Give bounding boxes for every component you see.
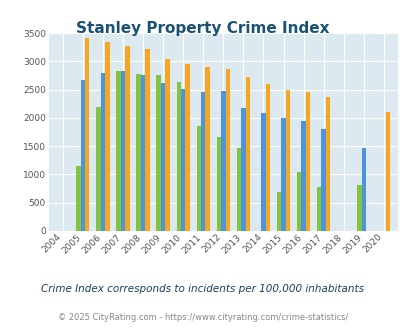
Bar <box>301 121 305 231</box>
Bar <box>176 82 181 231</box>
Bar <box>125 46 129 231</box>
Bar <box>145 50 149 231</box>
Bar <box>265 84 269 231</box>
Bar <box>241 108 245 231</box>
Bar <box>96 107 100 231</box>
Bar <box>221 91 225 231</box>
Bar <box>285 90 290 231</box>
Bar <box>225 69 229 231</box>
Bar <box>120 71 125 231</box>
Bar <box>260 113 265 231</box>
Bar <box>165 59 169 231</box>
Bar <box>305 92 309 231</box>
Text: Crime Index corresponds to incidents per 100,000 inhabitants: Crime Index corresponds to incidents per… <box>41 284 364 294</box>
Bar <box>385 112 390 231</box>
Bar <box>296 172 301 231</box>
Bar <box>281 118 285 231</box>
Bar <box>100 73 105 231</box>
Bar <box>196 126 200 231</box>
Text: Stanley Property Crime Index: Stanley Property Crime Index <box>76 21 329 36</box>
Bar <box>316 187 321 231</box>
Bar <box>236 148 241 231</box>
Bar <box>321 129 325 231</box>
Bar <box>361 148 365 231</box>
Bar <box>245 77 249 231</box>
Bar <box>105 42 109 231</box>
Bar <box>76 166 81 231</box>
Bar <box>325 97 329 231</box>
Bar <box>81 80 85 231</box>
Bar <box>200 92 205 231</box>
Bar <box>205 67 209 231</box>
Bar <box>156 75 160 231</box>
Bar <box>216 137 221 231</box>
Bar <box>116 72 120 231</box>
Bar <box>276 192 281 231</box>
Bar <box>160 83 165 231</box>
Bar <box>136 74 141 231</box>
Bar <box>185 64 189 231</box>
Bar <box>181 89 185 231</box>
Text: © 2025 CityRating.com - https://www.cityrating.com/crime-statistics/: © 2025 CityRating.com - https://www.city… <box>58 313 347 322</box>
Bar <box>85 38 89 231</box>
Bar <box>356 185 361 231</box>
Bar <box>141 75 145 231</box>
